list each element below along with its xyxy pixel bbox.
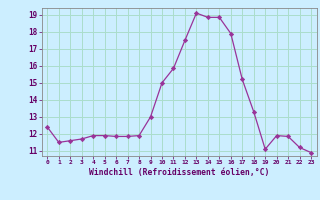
- X-axis label: Windchill (Refroidissement éolien,°C): Windchill (Refroidissement éolien,°C): [89, 168, 269, 177]
